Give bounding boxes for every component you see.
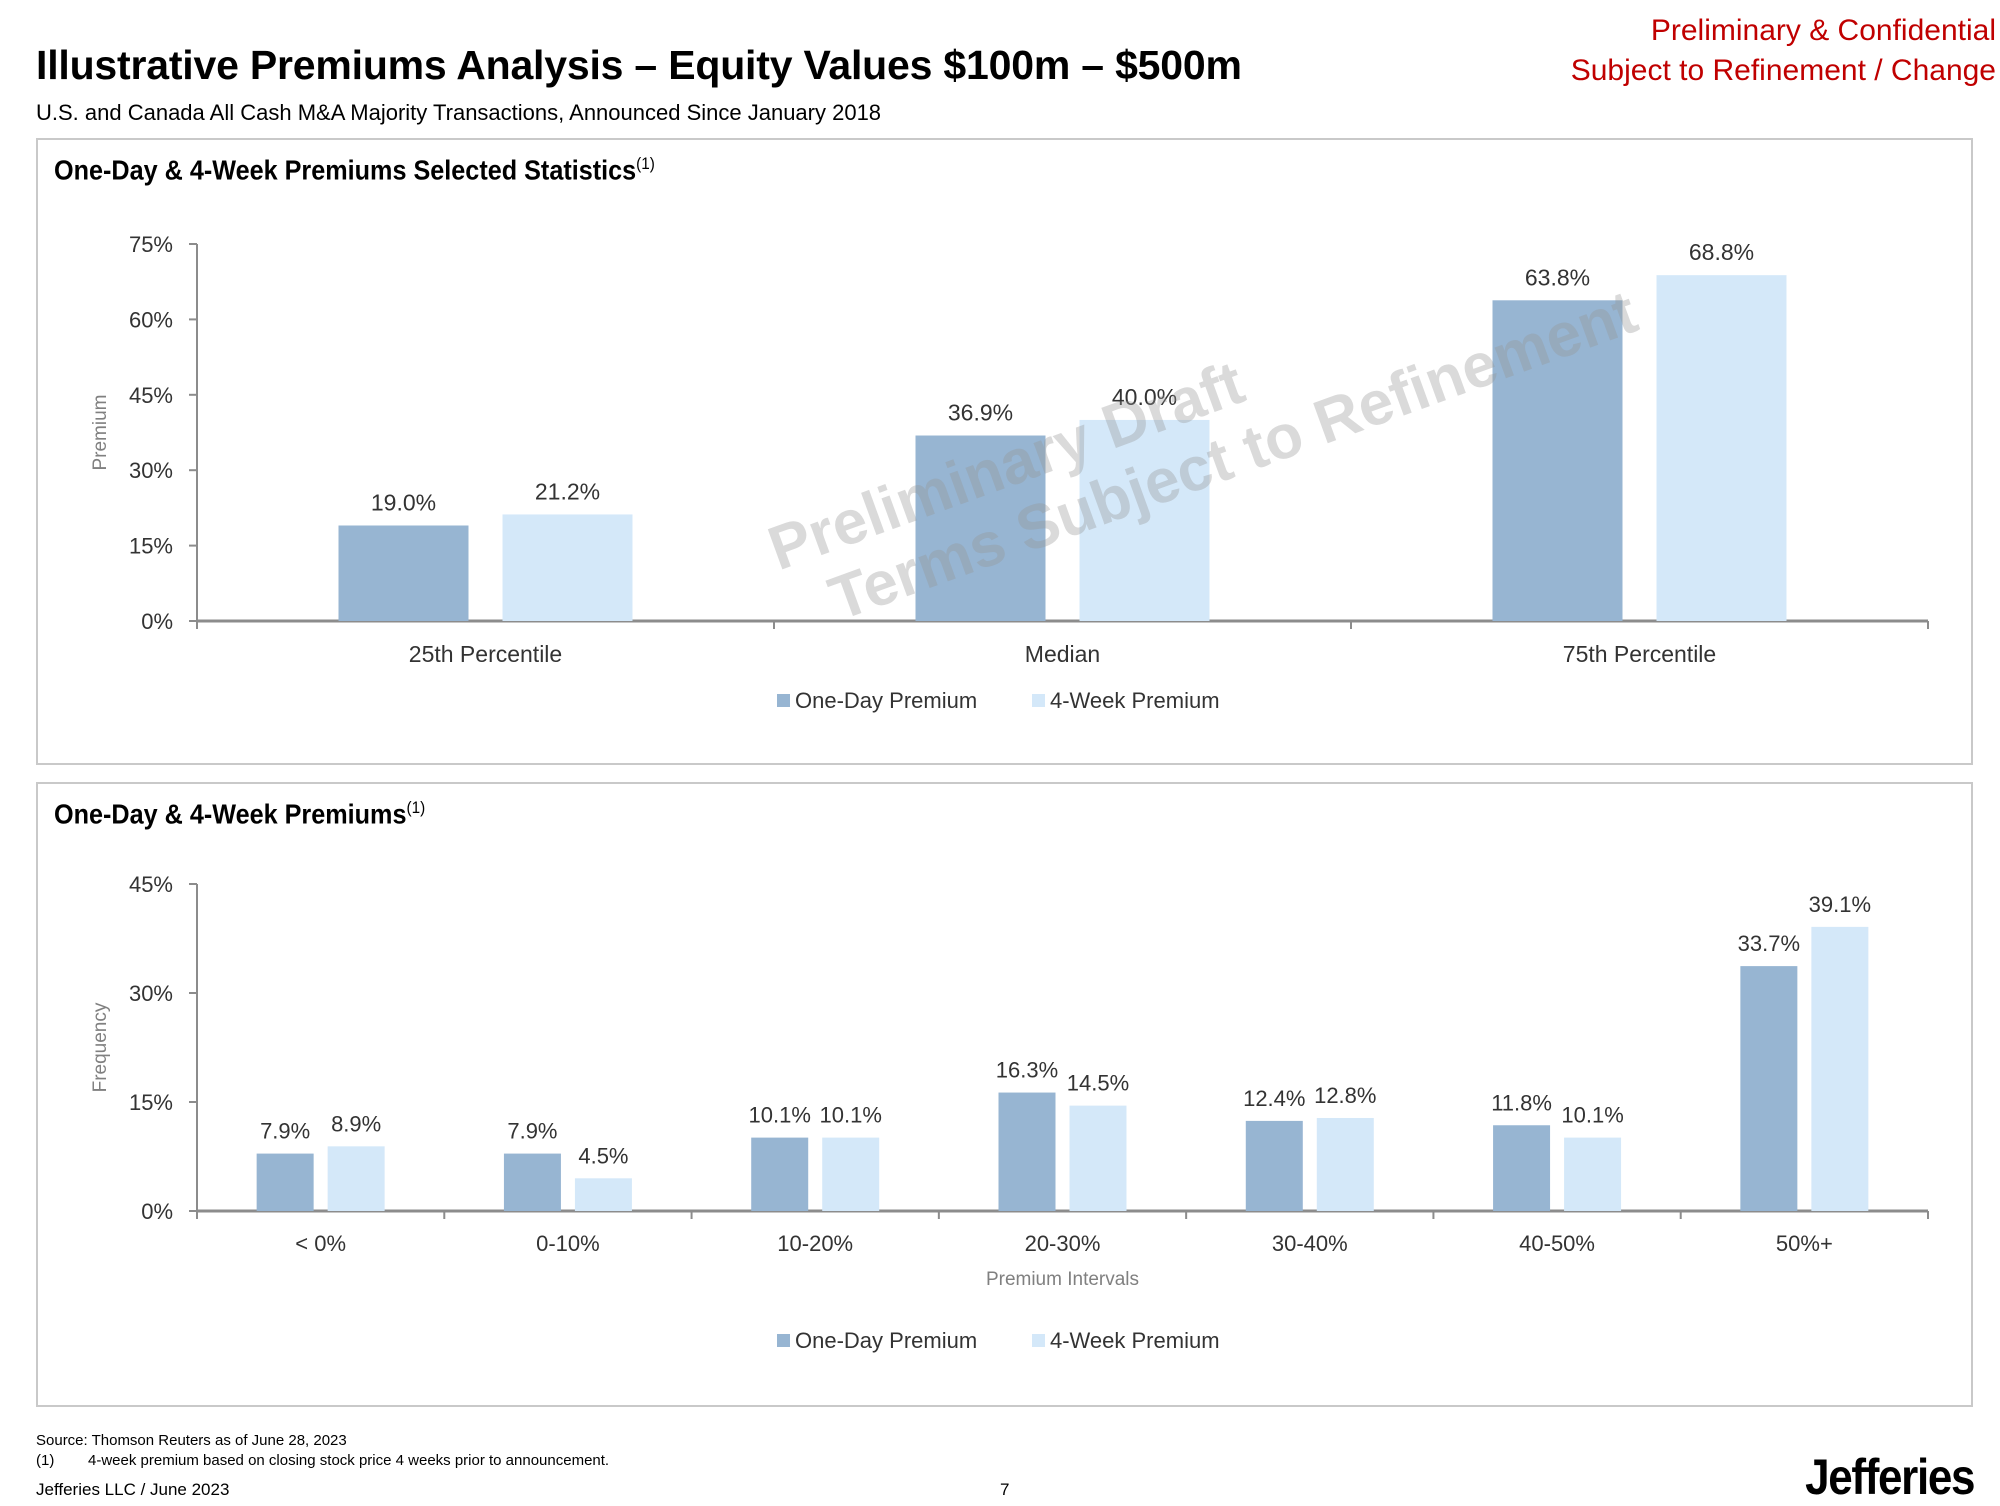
chart2-value-label: 33.7%	[1738, 931, 1800, 956]
chart1-value-label: 68.8%	[1689, 239, 1754, 265]
chart1-value-label: 21.2%	[535, 478, 600, 504]
chart2-bar-one-day	[256, 1153, 314, 1211]
chart2-value-label: 7.9%	[260, 1119, 310, 1144]
page-number: 7	[1000, 1480, 1010, 1499]
chart1-legend-swatch	[777, 694, 790, 707]
chart2-category-label: < 0%	[295, 1231, 346, 1256]
chart2-bar-four-week	[327, 1146, 385, 1211]
chart2-value-label: 11.8%	[1491, 1090, 1552, 1115]
chart2-bar-one-day	[751, 1137, 809, 1211]
chart1-y-axis-label: Premium	[90, 394, 111, 470]
footnote-ref: (1)	[406, 798, 426, 817]
chart2-value-label: 14.5%	[1067, 1071, 1129, 1096]
chart2-legend-label: 4-Week Premium	[1050, 1328, 1220, 1353]
chart2-y-tick-label: 30%	[129, 981, 173, 1006]
chart2-category-label: 50%+	[1776, 1231, 1833, 1256]
chart1-value-label: 40.0%	[1112, 384, 1177, 410]
frequency-panel	[36, 782, 1973, 1407]
chart1-y-tick-label: 15%	[129, 534, 173, 559]
statistics-panel-title: One-Day & 4-Week Premiums Selected Stati…	[54, 154, 655, 186]
chart1-legend-label: One-Day Premium	[795, 688, 977, 713]
chart1-bar-one-day	[1492, 300, 1623, 621]
chart2-bar-four-week	[1069, 1105, 1127, 1211]
chart2-bar-four-week	[1316, 1117, 1374, 1211]
chart1-bar-one-day	[338, 525, 469, 621]
chart2-legend-label: One-Day Premium	[795, 1328, 977, 1353]
chart2-bar-one-day	[998, 1092, 1056, 1211]
chart1-value-label: 19.0%	[371, 489, 436, 515]
chart2-value-label: 4.5%	[578, 1143, 628, 1168]
source-note: Source: Thomson Reuters as of June 28, 2…	[36, 1432, 347, 1449]
page-subtitle: U.S. and Canada All Cash M&A Majority Tr…	[36, 100, 882, 125]
frequency-panel-title: One-Day & 4-Week Premiums(1)	[54, 798, 425, 830]
chart1-value-label: 63.8%	[1525, 264, 1590, 290]
chart1-bar-one-day	[915, 435, 1046, 621]
chart2-value-label: 16.3%	[996, 1058, 1058, 1083]
jefferies-logo: Jefferies	[1804, 1449, 1975, 1505]
chart1-category-label: 25th Percentile	[409, 641, 562, 667]
refinement-label: Subject to Refinement / Change	[1570, 54, 1996, 87]
chart2-bar-four-week	[822, 1137, 880, 1211]
chart1-bar-four-week	[1079, 419, 1210, 621]
chart2-bar-one-day	[503, 1153, 561, 1211]
chart2-category-label: 0-10%	[536, 1231, 600, 1256]
chart2-value-label: 7.9%	[507, 1119, 557, 1144]
chart2-value-label: 12.8%	[1314, 1083, 1376, 1108]
chart1-legend-label: 4-Week Premium	[1050, 688, 1220, 713]
chart2-y-tick-label: 45%	[129, 872, 173, 897]
chart1-y-tick-label: 75%	[129, 232, 173, 257]
chart2-bar-four-week	[574, 1178, 632, 1211]
confidential-label: Preliminary & Confidential	[1650, 14, 1996, 47]
chart2-category-label: 20-30%	[1025, 1231, 1101, 1256]
chart2-legend-swatch	[1032, 1334, 1045, 1347]
statistics-panel	[36, 138, 1973, 765]
chart2-y-axis-label: Frequency	[90, 1002, 111, 1092]
page-title: Illustrative Premiums Analysis – Equity …	[36, 42, 1242, 88]
chart1-value-label: 36.9%	[948, 400, 1013, 426]
chart2-bar-four-week	[1811, 926, 1869, 1211]
chart2-bar-one-day	[1245, 1120, 1303, 1211]
chart1-category-label: Median	[1025, 641, 1100, 667]
chart2-category-label: 30-40%	[1272, 1231, 1348, 1256]
chart2-value-label: 10.1%	[820, 1103, 882, 1128]
chart1-bar-four-week	[502, 514, 633, 621]
chart1-bar-four-week	[1656, 275, 1787, 621]
footnote-number: (1)	[36, 1452, 55, 1469]
chart1-legend-swatch	[1032, 694, 1045, 707]
chart1-y-tick-label: 60%	[129, 307, 173, 332]
chart2-x-axis-label: Premium Intervals	[986, 1269, 1139, 1290]
chart1-y-tick-label: 0%	[141, 609, 173, 634]
chart1-y-tick-label: 30%	[129, 458, 173, 483]
footnote-text: 4-week premium based on closing stock pr…	[88, 1452, 610, 1469]
chart1-y-tick-label: 45%	[129, 383, 173, 408]
footnote: (1) 4-week premium based on closing stock…	[36, 1452, 609, 1469]
chart2-value-label: 8.9%	[331, 1111, 381, 1136]
chart2-value-label: 10.1%	[749, 1103, 811, 1128]
frequency-panel-title-text: One-Day & 4-Week Premiums	[54, 798, 407, 830]
chart1-category-label: 75th Percentile	[1563, 641, 1716, 667]
chart2-bar-one-day	[1493, 1125, 1551, 1211]
chart2-value-label: 39.1%	[1809, 892, 1871, 917]
statistics-panel-title-text: One-Day & 4-Week Premiums Selected Stati…	[54, 154, 637, 186]
chart2-bar-four-week	[1564, 1137, 1622, 1211]
chart2-value-label: 10.1%	[1561, 1103, 1623, 1128]
footer-company-date: Jefferies LLC / June 2023	[36, 1480, 230, 1499]
chart2-value-label: 12.4%	[1243, 1086, 1305, 1111]
chart2-category-label: 40-50%	[1519, 1231, 1595, 1256]
footnote-ref: (1)	[636, 154, 655, 173]
chart2-category-label: 10-20%	[777, 1231, 853, 1256]
chart2-y-tick-label: 15%	[129, 1090, 173, 1115]
chart2-legend-swatch	[777, 1334, 790, 1347]
chart2-bar-one-day	[1740, 966, 1798, 1211]
chart2-y-tick-label: 0%	[141, 1199, 173, 1224]
